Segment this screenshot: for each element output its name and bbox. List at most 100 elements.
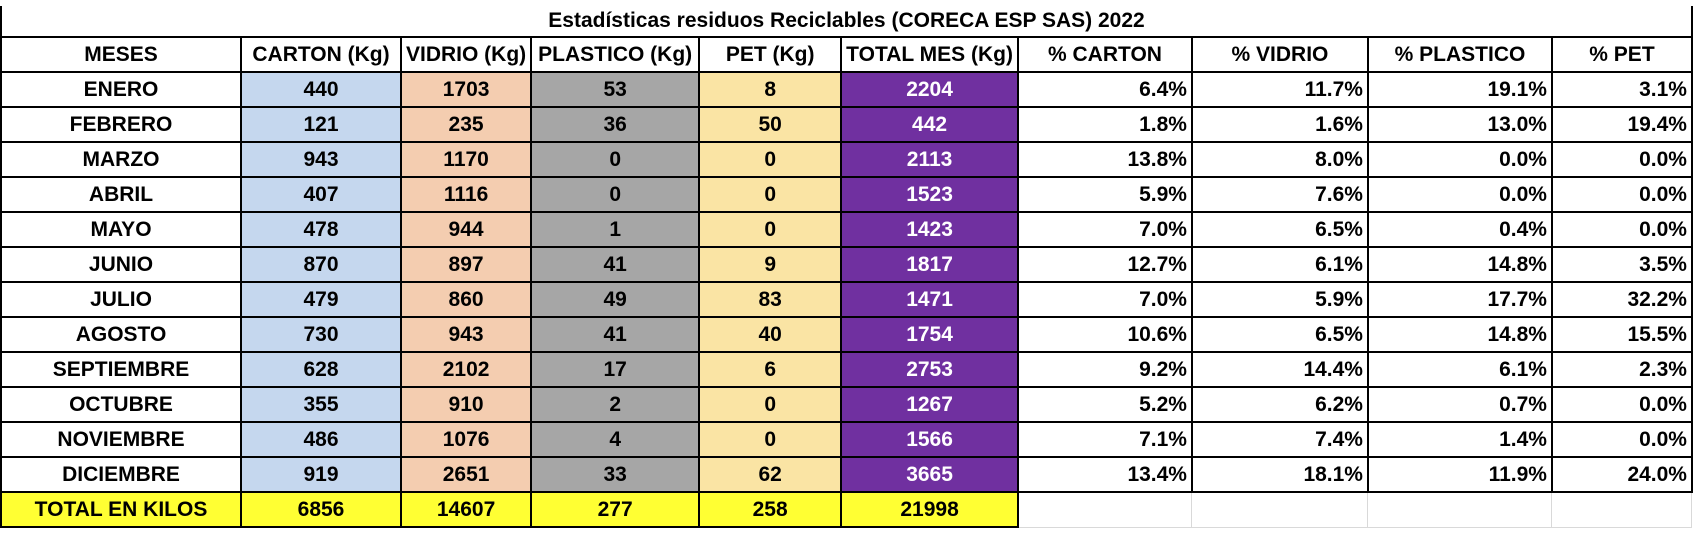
month-cell[interactable]: ABRIL — [0, 177, 242, 213]
vidrio-cell[interactable]: 235 — [401, 107, 533, 143]
total-mes-cell[interactable]: 1471 — [841, 282, 1019, 318]
header-pet[interactable]: PET (Kg) — [699, 37, 843, 73]
vidrio-cell[interactable]: 1116 — [401, 177, 533, 213]
month-cell[interactable]: DICIEMBRE — [0, 457, 242, 493]
pct-plastico-cell[interactable]: 17.7% — [1367, 282, 1553, 318]
plastico-cell[interactable]: 36 — [531, 107, 701, 143]
month-cell[interactable]: MAYO — [0, 212, 242, 248]
plastico-cell[interactable]: 49 — [531, 282, 701, 318]
header-carton[interactable]: CARTON (Kg) — [241, 37, 402, 73]
pct-plastico-cell[interactable]: 13.0% — [1367, 107, 1553, 143]
plastico-cell[interactable]: 0 — [531, 142, 701, 178]
totals-label[interactable]: TOTAL EN KILOS — [0, 492, 242, 528]
pet-cell[interactable]: 6 — [699, 352, 843, 388]
pct-vidrio-cell[interactable]: 6.2% — [1191, 387, 1369, 423]
pct-plastico-cell[interactable]: 0.7% — [1367, 387, 1553, 423]
pet-cell[interactable]: 83 — [699, 282, 843, 318]
empty-cell[interactable] — [1551, 492, 1693, 528]
pct-carton-cell[interactable]: 13.8% — [1017, 142, 1193, 178]
pet-cell[interactable]: 40 — [699, 317, 843, 353]
carton-cell[interactable]: 478 — [241, 212, 402, 248]
total-mes-cell[interactable]: 1566 — [841, 422, 1019, 458]
header-pct-pet[interactable]: % PET — [1551, 37, 1693, 73]
pct-plastico-cell[interactable]: 14.8% — [1367, 317, 1553, 353]
pct-plastico-cell[interactable]: 0.4% — [1367, 212, 1553, 248]
pct-vidrio-cell[interactable]: 6.5% — [1191, 317, 1369, 353]
header-vidrio[interactable]: VIDRIO (Kg) — [401, 37, 533, 73]
plastico-cell[interactable]: 4 — [531, 422, 701, 458]
carton-cell[interactable]: 407 — [241, 177, 402, 213]
total-general[interactable]: 21998 — [841, 492, 1019, 528]
carton-cell[interactable]: 919 — [241, 457, 402, 493]
pct-pet-cell[interactable]: 0.0% — [1551, 142, 1693, 178]
month-cell[interactable]: AGOSTO — [0, 317, 242, 353]
pct-pet-cell[interactable]: 0.0% — [1551, 212, 1693, 248]
pct-vidrio-cell[interactable]: 14.4% — [1191, 352, 1369, 388]
pct-plastico-cell[interactable]: 19.1% — [1367, 72, 1553, 108]
total-carton[interactable]: 6856 — [241, 492, 402, 528]
total-mes-cell[interactable]: 3665 — [841, 457, 1019, 493]
total-mes-cell[interactable]: 1267 — [841, 387, 1019, 423]
plastico-cell[interactable]: 53 — [531, 72, 701, 108]
pct-plastico-cell[interactable]: 0.0% — [1367, 142, 1553, 178]
carton-cell[interactable]: 628 — [241, 352, 402, 388]
pct-plastico-cell[interactable]: 0.0% — [1367, 177, 1553, 213]
pct-carton-cell[interactable]: 13.4% — [1017, 457, 1193, 493]
pct-vidrio-cell[interactable]: 18.1% — [1191, 457, 1369, 493]
carton-cell[interactable]: 486 — [241, 422, 402, 458]
month-cell[interactable]: ENERO — [0, 72, 242, 108]
total-mes-cell[interactable]: 1754 — [841, 317, 1019, 353]
header-total-mes[interactable]: TOTAL MES (Kg) — [841, 37, 1019, 73]
empty-cell[interactable] — [1367, 492, 1553, 528]
total-vidrio[interactable]: 14607 — [401, 492, 533, 528]
vidrio-cell[interactable]: 860 — [401, 282, 533, 318]
pet-cell[interactable]: 62 — [699, 457, 843, 493]
total-mes-cell[interactable]: 1817 — [841, 247, 1019, 283]
total-plastico[interactable]: 277 — [531, 492, 701, 528]
vidrio-cell[interactable]: 944 — [401, 212, 533, 248]
vidrio-cell[interactable]: 897 — [401, 247, 533, 283]
pct-pet-cell[interactable]: 0.0% — [1551, 387, 1693, 423]
pct-carton-cell[interactable]: 7.0% — [1017, 282, 1193, 318]
pct-pet-cell[interactable]: 24.0% — [1551, 457, 1693, 493]
pct-vidrio-cell[interactable]: 1.6% — [1191, 107, 1369, 143]
month-cell[interactable]: FEBRERO — [0, 107, 242, 143]
pet-cell[interactable]: 0 — [699, 142, 843, 178]
table-title[interactable]: Estadísticas residuos Reciclables (COREC… — [0, 6, 1693, 38]
pct-pet-cell[interactable]: 3.5% — [1551, 247, 1693, 283]
total-mes-cell[interactable]: 442 — [841, 107, 1019, 143]
pct-plastico-cell[interactable]: 6.1% — [1367, 352, 1553, 388]
header-pct-vidrio[interactable]: % VIDRIO — [1191, 37, 1369, 73]
carton-cell[interactable]: 870 — [241, 247, 402, 283]
vidrio-cell[interactable]: 1703 — [401, 72, 533, 108]
pet-cell[interactable]: 8 — [699, 72, 843, 108]
pct-carton-cell[interactable]: 6.4% — [1017, 72, 1193, 108]
pct-pet-cell[interactable]: 0.0% — [1551, 422, 1693, 458]
pct-pet-cell[interactable]: 0.0% — [1551, 177, 1693, 213]
vidrio-cell[interactable]: 910 — [401, 387, 533, 423]
header-pct-carton[interactable]: % CARTON — [1017, 37, 1193, 73]
header-plastico[interactable]: PLASTICO (Kg) — [531, 37, 701, 73]
pct-carton-cell[interactable]: 5.9% — [1017, 177, 1193, 213]
pct-carton-cell[interactable]: 5.2% — [1017, 387, 1193, 423]
total-mes-cell[interactable]: 1423 — [841, 212, 1019, 248]
pct-vidrio-cell[interactable]: 7.4% — [1191, 422, 1369, 458]
total-mes-cell[interactable]: 2753 — [841, 352, 1019, 388]
pct-plastico-cell[interactable]: 1.4% — [1367, 422, 1553, 458]
pct-pet-cell[interactable]: 15.5% — [1551, 317, 1693, 353]
carton-cell[interactable]: 355 — [241, 387, 402, 423]
empty-cell[interactable] — [1017, 492, 1193, 528]
pct-pet-cell[interactable]: 32.2% — [1551, 282, 1693, 318]
pct-carton-cell[interactable]: 10.6% — [1017, 317, 1193, 353]
plastico-cell[interactable]: 0 — [531, 177, 701, 213]
pct-carton-cell[interactable]: 9.2% — [1017, 352, 1193, 388]
pct-pet-cell[interactable]: 3.1% — [1551, 72, 1693, 108]
month-cell[interactable]: JUNIO — [0, 247, 242, 283]
vidrio-cell[interactable]: 1170 — [401, 142, 533, 178]
vidrio-cell[interactable]: 2102 — [401, 352, 533, 388]
pet-cell[interactable]: 50 — [699, 107, 843, 143]
pct-carton-cell[interactable]: 1.8% — [1017, 107, 1193, 143]
pct-vidrio-cell[interactable]: 7.6% — [1191, 177, 1369, 213]
pct-plastico-cell[interactable]: 14.8% — [1367, 247, 1553, 283]
pct-vidrio-cell[interactable]: 6.1% — [1191, 247, 1369, 283]
